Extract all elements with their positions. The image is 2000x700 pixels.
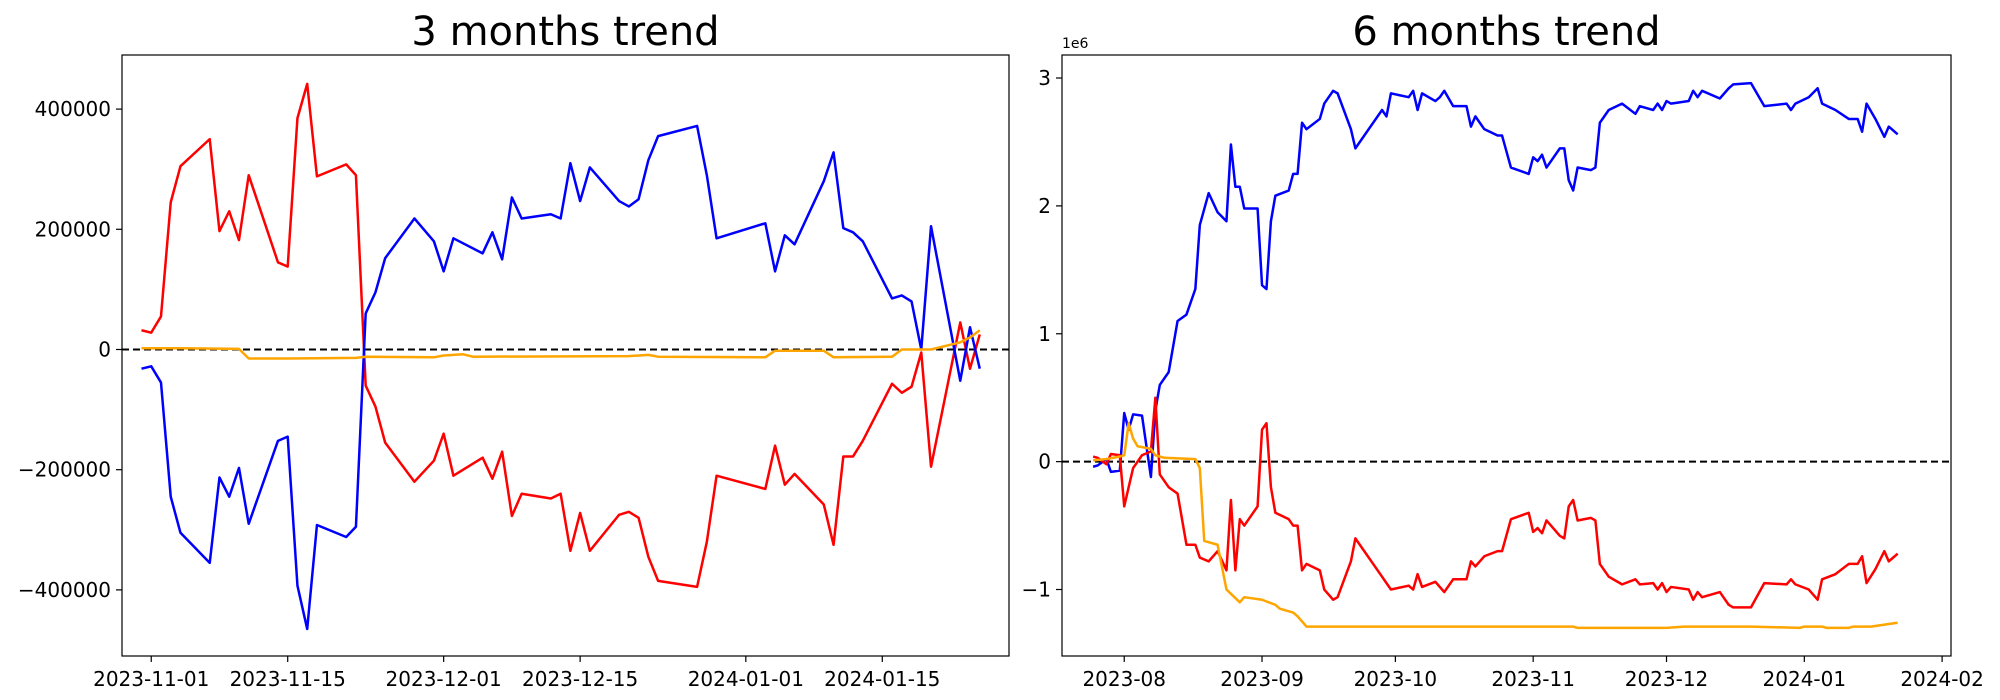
chart-1: 3 months trend 2023-11-01 2023-11-15 2023-1…	[18, 9, 1010, 691]
x-tick-label: 2023-12	[1625, 667, 1709, 691]
y-tick-label: 0	[1038, 450, 1051, 474]
series-line-3	[1093, 422, 1898, 630]
y-tick-label: −1	[1022, 578, 1051, 602]
series-line-2	[141, 124, 981, 631]
x-tick-label: 2023-11-15	[230, 667, 346, 691]
plot-frame	[121, 54, 1010, 657]
x-tick-label: 2023-11	[1491, 667, 1575, 691]
y-tick-label: 400000	[35, 97, 111, 121]
x-tick-label: 2024-01-01	[688, 667, 804, 691]
y-tick-label: 200000	[35, 217, 111, 241]
x-tick-label: 2023-09	[1220, 667, 1304, 691]
x-tick-label: 2024-01-15	[824, 667, 940, 691]
x-tick-label: 2023-08	[1082, 667, 1166, 691]
y-tick-label: 0	[98, 337, 111, 361]
x-tick-label: 2023-12-15	[522, 667, 638, 691]
series-group	[1092, 81, 1899, 630]
y-tick-label: 1	[1038, 322, 1051, 346]
chart-title: 3 months trend	[411, 9, 719, 55]
series-line-3	[141, 329, 981, 360]
series-line-2	[1092, 396, 1899, 609]
x-tick-label: 2023-10	[1354, 667, 1438, 691]
y-tick-label: 3	[1038, 66, 1051, 90]
chart-title: 6 months trend	[1352, 9, 1660, 55]
x-tick-label: 2024-02	[1900, 667, 1984, 691]
series-group	[141, 82, 981, 631]
x-tick-label: 2023-11-01	[93, 667, 209, 691]
y-offset-label: 1e6	[1062, 36, 1089, 52]
x-tick-label: 2024-01	[1763, 667, 1847, 691]
y-tick-label: 2	[1038, 194, 1051, 218]
y-tick-label: −400000	[18, 578, 111, 602]
plot-frame	[1061, 54, 1952, 657]
series-line-1	[141, 82, 981, 589]
y-tick-label: −200000	[18, 458, 111, 482]
x-tick-label: 2023-12-01	[386, 667, 502, 691]
series-line-1	[1092, 81, 1899, 479]
